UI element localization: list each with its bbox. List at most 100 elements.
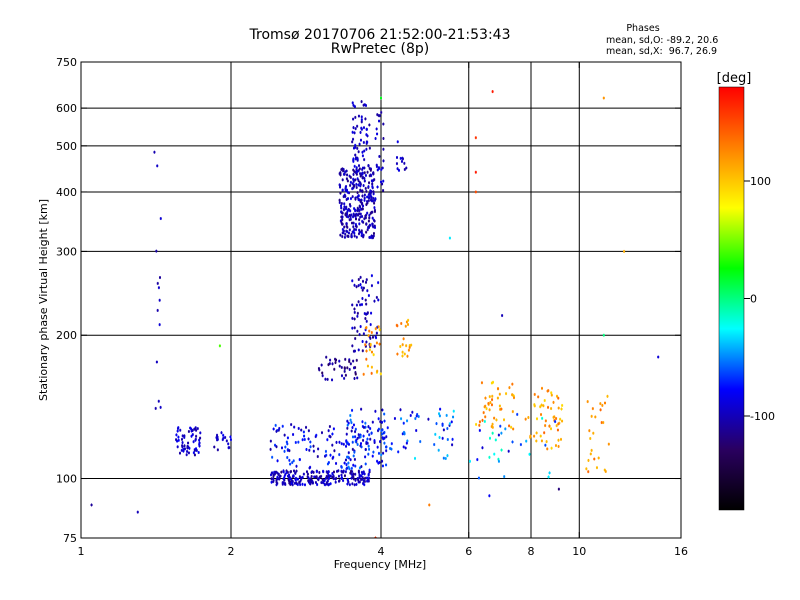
data-point-v xyxy=(359,475,361,479)
data-point-v xyxy=(365,298,367,302)
data-point-v xyxy=(349,483,351,487)
data-point-v xyxy=(351,140,353,144)
data-point-v xyxy=(375,137,377,141)
data-point-v xyxy=(398,168,400,172)
data-point-v xyxy=(346,366,348,370)
data-point-v xyxy=(367,441,369,445)
data-point-v xyxy=(397,140,399,144)
data-point-v xyxy=(361,229,363,233)
data-point-v xyxy=(553,400,555,404)
data-point-v xyxy=(356,212,358,216)
data-point-v xyxy=(271,471,273,475)
data-point-v xyxy=(356,124,358,128)
x-tick-label: 8 xyxy=(528,545,535,558)
data-point-v xyxy=(352,117,354,121)
data-point-v xyxy=(350,180,352,184)
data-point-v xyxy=(380,168,382,172)
data-point-v xyxy=(224,435,226,439)
data-point-v xyxy=(332,362,334,366)
data-point-v xyxy=(405,344,407,348)
phases-legend-x: mean, sd,X: 96.7, 26.9 xyxy=(606,46,717,57)
data-point-v xyxy=(503,475,505,479)
data-point-v xyxy=(363,425,365,429)
data-point-v xyxy=(186,449,188,453)
data-point-v xyxy=(366,289,368,293)
data-point-v xyxy=(195,447,197,451)
data-point-v xyxy=(230,438,232,442)
data-point-v xyxy=(360,174,362,178)
phases-legend-title: Phases xyxy=(626,23,659,34)
data-point-v xyxy=(338,440,340,444)
data-point-v xyxy=(341,465,343,469)
data-point-v xyxy=(547,405,549,409)
data-point-v xyxy=(376,369,378,373)
data-point-v xyxy=(415,429,417,433)
data-point-v xyxy=(326,438,328,442)
data-point-v xyxy=(594,415,596,419)
data-point-v xyxy=(356,195,358,199)
data-point-v xyxy=(346,225,348,229)
data-point-v xyxy=(592,407,594,411)
data-point-v xyxy=(348,421,350,425)
data-point-v xyxy=(345,467,347,471)
data-point-v xyxy=(308,448,310,452)
data-point-v xyxy=(188,446,190,450)
data-point-v xyxy=(291,481,293,485)
data-point-v xyxy=(359,184,361,188)
data-point-v xyxy=(160,217,162,221)
data-point-v xyxy=(198,438,200,442)
data-point-v xyxy=(363,479,365,483)
data-point-v xyxy=(451,420,453,424)
data-point-v xyxy=(354,164,356,168)
data-point-v xyxy=(276,480,278,484)
data-point-v xyxy=(484,415,486,419)
data-point-v xyxy=(534,392,536,396)
data-point-v xyxy=(362,288,364,292)
data-point-v xyxy=(290,470,292,474)
data-point-v xyxy=(382,428,384,432)
data-point-v xyxy=(339,201,341,205)
data-point-v xyxy=(361,420,363,424)
data-point-v xyxy=(365,104,367,108)
data-point-v xyxy=(599,402,601,406)
data-point-v xyxy=(181,448,183,452)
data-point-v xyxy=(317,447,319,451)
data-point-v xyxy=(275,423,277,427)
data-point-v xyxy=(346,455,348,459)
data-point-v xyxy=(385,445,387,449)
y-axis-label: Stationary phase Virtual Height [km] xyxy=(37,199,50,401)
data-point-v xyxy=(475,170,477,174)
data-point-v xyxy=(604,401,606,405)
data-point-v xyxy=(313,475,315,479)
data-point-v xyxy=(359,198,361,202)
data-point-v xyxy=(358,480,360,484)
data-point-v xyxy=(324,482,326,486)
data-point-v xyxy=(397,450,399,454)
data-point-v xyxy=(489,436,491,440)
data-point-v xyxy=(378,119,380,123)
data-point-v xyxy=(308,429,310,433)
data-point-v xyxy=(365,328,367,332)
data-point-v xyxy=(657,355,659,359)
data-point-v xyxy=(510,425,512,429)
data-point-v xyxy=(356,168,358,172)
data-point-v xyxy=(438,412,440,416)
data-point-v xyxy=(376,113,378,117)
data-point-v xyxy=(367,452,369,456)
data-point-v xyxy=(366,200,368,204)
data-point-v xyxy=(365,357,367,361)
data-point-v xyxy=(382,147,384,151)
data-point-v xyxy=(304,483,306,487)
data-point-v xyxy=(368,479,370,483)
data-point-v xyxy=(308,437,310,441)
data-point-v xyxy=(339,198,341,202)
data-point-v xyxy=(600,408,602,412)
data-point-v xyxy=(186,446,188,450)
data-point-v xyxy=(338,453,340,457)
data-point-v xyxy=(560,437,562,441)
data-point-v xyxy=(557,396,559,400)
data-point-v xyxy=(340,168,342,172)
data-point-v xyxy=(492,431,494,435)
data-point-v xyxy=(382,179,384,183)
data-point-v xyxy=(304,437,306,441)
